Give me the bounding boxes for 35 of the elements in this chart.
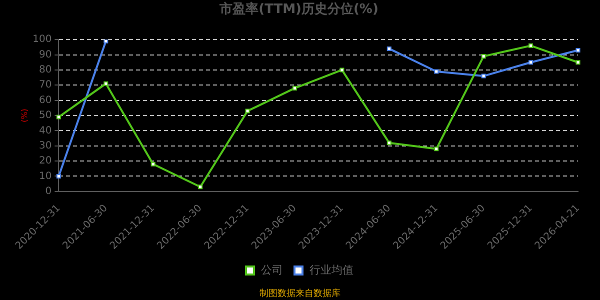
point xyxy=(198,184,203,190)
point xyxy=(292,86,298,90)
point xyxy=(104,40,108,44)
y-tick-label: 20 xyxy=(38,156,52,167)
y-tick-label: 0 xyxy=(45,186,52,198)
point xyxy=(481,74,486,78)
point xyxy=(434,146,439,152)
point xyxy=(528,60,534,65)
point xyxy=(386,46,392,51)
legend-label: 行业均值 xyxy=(310,263,354,276)
point xyxy=(245,108,250,114)
chart-title: 市盈率(TTM)历史分位(%) xyxy=(218,1,378,18)
y-tick-label: 100 xyxy=(32,34,52,46)
point xyxy=(481,54,486,59)
y-tick-label: 40 xyxy=(38,125,52,136)
y-tick-label: 60 xyxy=(38,94,52,106)
point xyxy=(56,114,61,120)
point xyxy=(434,69,439,74)
point xyxy=(150,162,156,166)
y-tick-label: 30 xyxy=(38,140,52,152)
y-tick-label: 70 xyxy=(38,80,52,91)
point xyxy=(528,43,534,48)
text: 制图数据来自数据库 xyxy=(260,288,340,299)
y-tick-label: 80 xyxy=(38,64,52,76)
point xyxy=(386,140,392,146)
legend-label: 公司 xyxy=(261,263,283,276)
point xyxy=(56,174,61,179)
point xyxy=(340,68,344,72)
y-axis-title: (%) xyxy=(20,108,29,122)
y-tick-label: 90 xyxy=(38,49,52,60)
y-tick-label: 50 xyxy=(38,110,52,122)
point xyxy=(576,48,580,52)
point xyxy=(576,60,580,65)
y-tick-label: 10 xyxy=(38,170,52,182)
point xyxy=(104,81,108,86)
